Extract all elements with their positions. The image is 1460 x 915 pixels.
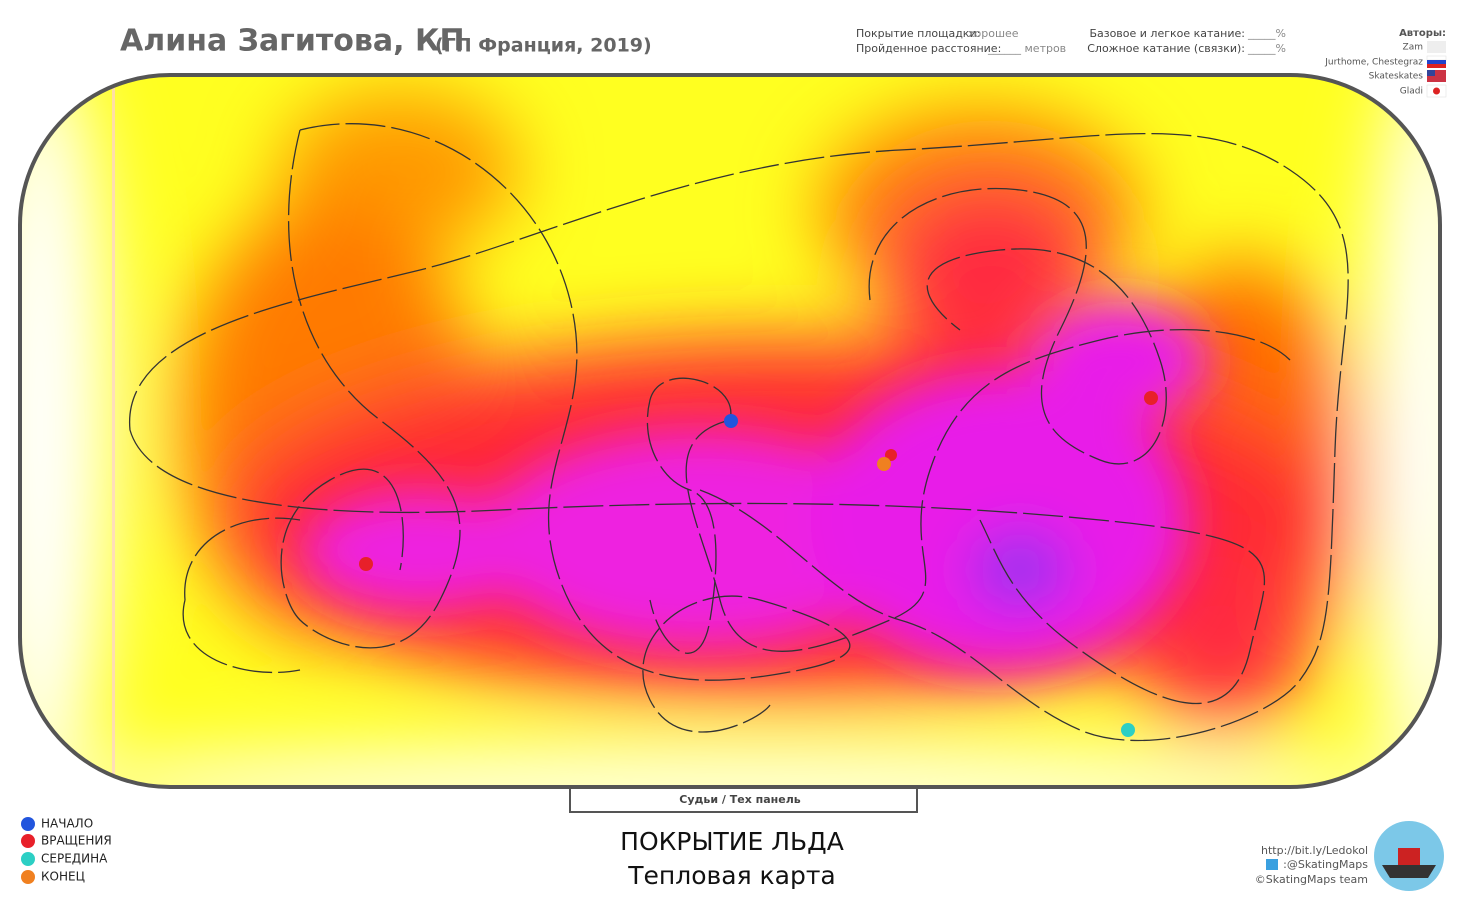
flag	[1426, 55, 1447, 61]
authors: Авторы: Zam Jurthome, Chestegraz Skatesk…	[1324, 28, 1447, 98]
legend-swatch	[21, 834, 35, 848]
legend-swatch	[21, 852, 35, 866]
stat-label: Пройденное расстояние:	[856, 42, 1001, 55]
judges-box	[569, 787, 918, 813]
trace	[129, 123, 1349, 742]
line	[112, 80, 115, 780]
stat-label: Базовое и легкое катание:	[1089, 27, 1245, 40]
credit: ©SkatingMaps team	[1255, 873, 1368, 886]
heatmap	[20, 75, 1440, 787]
legend-label: КОНЕЦ	[41, 870, 85, 884]
author: Skateskates	[1369, 72, 1424, 82]
subtitle: (ГП Франция, 2019)	[435, 35, 652, 57]
marker-start	[724, 414, 738, 428]
marker-spin	[885, 449, 897, 461]
flag	[1427, 64, 1446, 68]
credits: http://bit.ly/Ledokol :@SkatingMaps ©Ska…	[1255, 821, 1444, 891]
legend-swatch	[21, 817, 35, 831]
marker-middle	[1121, 723, 1135, 737]
stat-label: Сложное катание (связки):	[1087, 42, 1245, 55]
judges-label: Судьи / Тех панель	[679, 793, 800, 806]
authors-title: Авторы:	[1399, 28, 1446, 39]
legend-label: НАЧАЛО	[41, 817, 93, 831]
marker-spin	[1144, 391, 1158, 405]
title: Алина Загитова, КП	[120, 24, 465, 59]
logo-ship	[1398, 848, 1420, 865]
legend-label: СЕРЕДИНА	[41, 852, 108, 866]
author: Zam	[1403, 43, 1423, 53]
legend-label: ВРАЩЕНИЯ	[41, 834, 112, 848]
caption-title: ПОКРЫТИЕ ЛЬДА	[620, 827, 844, 856]
flag	[1433, 87, 1440, 95]
credit[interactable]: http://bit.ly/Ledokol	[1261, 844, 1368, 857]
legend: НАЧАЛО ВРАЩЕНИЯ СЕРЕДИНА КОНЕЦ	[21, 817, 112, 884]
flag	[1427, 60, 1446, 64]
heat-core	[300, 300, 1210, 670]
legend-swatch	[21, 870, 35, 884]
stat-value: _____%	[1247, 27, 1286, 40]
stat-value: ______ метров	[987, 42, 1066, 55]
credit: :@SkatingMaps	[1283, 858, 1368, 871]
caption-subtitle: Тепловая карта	[627, 861, 835, 890]
markers	[359, 391, 1158, 737]
stat-value: _____%	[1247, 42, 1286, 55]
author: Jurthome, Chestegraz	[1324, 58, 1423, 68]
stat-value: хорошее	[968, 27, 1019, 40]
flag	[1427, 41, 1446, 53]
author: Gladi	[1400, 87, 1423, 97]
logo-ship	[1382, 865, 1436, 878]
stat-label: Покрытие площадки:	[856, 27, 980, 40]
stats: Покрытие площадки: хорошее Пройденное ра…	[856, 27, 1286, 55]
marker-end	[877, 457, 891, 471]
twitter-icon	[1266, 859, 1278, 870]
marker-spin	[359, 557, 373, 571]
flag	[1427, 70, 1435, 76]
